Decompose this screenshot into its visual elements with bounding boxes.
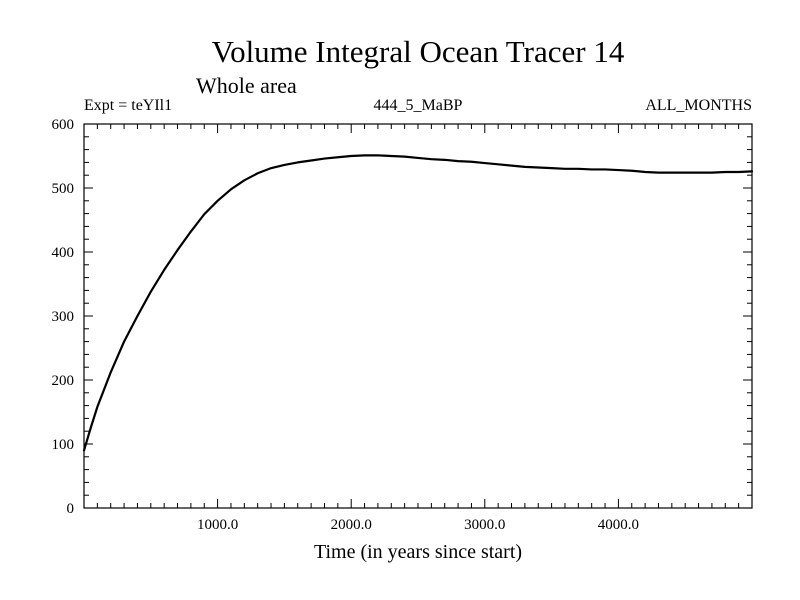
y-tick-label: 100 [52,437,75,453]
x-tick-label: 4000.0 [598,517,639,533]
y-tick-label: 0 [67,501,75,517]
plot-frame [83,123,753,509]
x-tick-label: 3000.0 [464,517,505,533]
y-tick-label: 400 [52,245,75,261]
axis-tick-labels: 1000.0 2000.0 3000.0 4000.0 0 100 200 300 400 500… [52,117,640,533]
months-label: ALL_MONTHS [645,97,752,114]
chart-title: Volume Integral Ocean Tracer 14 [212,34,625,69]
axis-ticks [84,124,752,508]
plot-axes [83,123,753,509]
y-tick-label: 200 [52,373,75,389]
chart-subtitle: Whole area [196,73,297,98]
y-tick-label: 300 [52,309,75,325]
x-tick-label: 2000.0 [331,517,372,533]
y-tick-label: 600 [52,117,75,133]
x-tick-label: 1000.0 [197,517,238,533]
series-line [82,154,754,452]
x-axis-label: Time (in years since start) [314,541,522,563]
y-tick-label: 500 [52,181,75,197]
period-label: 444_5_MaBP [374,97,463,114]
experiment-label: Expt = teYIl1 [84,97,172,114]
